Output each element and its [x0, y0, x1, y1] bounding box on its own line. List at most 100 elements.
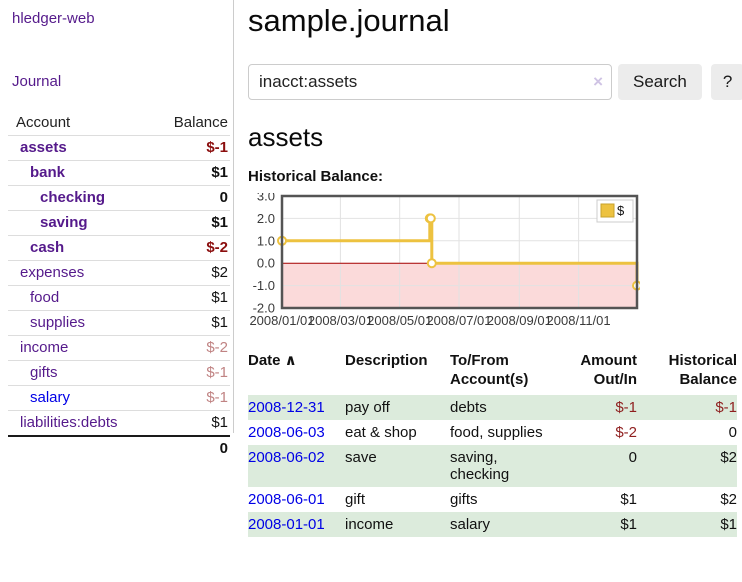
- account-balance: $-1: [147, 385, 230, 411]
- transaction-description: income: [345, 516, 394, 533]
- account-link[interactable]: bank: [30, 164, 66, 181]
- transaction-row: 2008-12-31 pay off debts $-1 $-1: [248, 395, 737, 420]
- accounts-total-value: 0: [147, 435, 230, 461]
- main-content: sample.journal × Search ? assets Histori…: [233, 0, 742, 537]
- account-link[interactable]: salary: [30, 389, 71, 406]
- svg-text:1.0: 1.0: [257, 233, 275, 248]
- transaction-description: save: [345, 449, 377, 466]
- account-row: checking 0: [8, 185, 230, 211]
- account-row: bank $1: [8, 160, 230, 186]
- app-title-link[interactable]: hledger-web: [12, 10, 95, 27]
- transaction-balance: $2: [720, 491, 737, 508]
- svg-text:2008/01/01: 2008/01/01: [249, 313, 314, 328]
- transaction-amount: $1: [620, 516, 637, 533]
- account-balance: $-1: [147, 135, 230, 161]
- help-button[interactable]: ?: [710, 64, 742, 100]
- account-row: salary $-1: [8, 385, 230, 411]
- page-title: sample.journal: [248, 3, 450, 38]
- svg-text:2008/07/01: 2008/07/01: [426, 313, 491, 328]
- account-link[interactable]: income: [20, 339, 69, 356]
- transactions-body: 2008-12-31 pay off debts $-1 $-1 2008-06-03 ea…: [248, 395, 737, 537]
- account-balance: $-2: [147, 335, 230, 361]
- historical-balance-chart[interactable]: $3.0 2.0 1.0 0.0 -1.0 -2.0 2008/01/01 2008/03/0…: [248, 189, 642, 329]
- account-balance: $1: [147, 210, 230, 236]
- transaction-balance: $-1: [715, 399, 737, 416]
- account-row: assets $-1: [8, 135, 230, 161]
- register-header-date: Date ∧: [248, 352, 297, 369]
- transaction-amount: $-1: [615, 399, 637, 416]
- clear-search-icon[interactable]: ×: [593, 72, 603, 91]
- account-row: expenses $2: [8, 260, 230, 286]
- sidebar-item-journal[interactable]: Journal: [12, 73, 62, 90]
- transaction-description: gift: [345, 491, 366, 508]
- transaction-accounts: gifts: [450, 491, 478, 508]
- transactions-header-row: Date ∧ Description To/From Account(s) Amoun…: [248, 349, 737, 395]
- account-row: gifts $-1: [8, 360, 230, 386]
- chart-title: Historical Balance:: [248, 168, 384, 185]
- svg-text:3.0: 3.0: [257, 193, 275, 204]
- account-link[interactable]: saving: [40, 214, 88, 231]
- account-balance: 0: [147, 185, 230, 211]
- transaction-description: pay off: [345, 399, 390, 416]
- account-row: supplies $1: [8, 310, 230, 336]
- account-link[interactable]: assets: [20, 139, 67, 156]
- account-row: food $1: [8, 285, 230, 311]
- transaction-date-link[interactable]: 2008-06-01: [248, 491, 325, 508]
- hledger-web-app: hledger-web Journal Account Balance asse…: [0, 0, 742, 537]
- account-link[interactable]: gifts: [30, 364, 58, 381]
- account-balance: $1: [147, 160, 230, 186]
- transaction-date-link[interactable]: 2008-06-03: [248, 424, 325, 441]
- account-link[interactable]: cash: [30, 239, 65, 256]
- account-row: cash $-2: [8, 235, 230, 261]
- svg-text:2008/09/01: 2008/09/01: [487, 313, 552, 328]
- transaction-balance: 0: [728, 424, 737, 441]
- account-balance: $1: [147, 285, 230, 311]
- search-input[interactable]: [248, 64, 612, 100]
- transaction-description: eat & shop: [345, 424, 417, 441]
- account-row: saving $1: [8, 210, 230, 236]
- account-heading: assets: [248, 122, 324, 152]
- transaction-amount: $1: [620, 491, 637, 508]
- transaction-accounts: food, supplies: [450, 424, 543, 441]
- transaction-amount: $-2: [615, 424, 637, 441]
- transaction-accounts: saving, checking: [450, 449, 510, 483]
- account-row: income $-2: [8, 335, 230, 361]
- search-button[interactable]: Search: [618, 64, 702, 100]
- svg-text:2008/05/01: 2008/05/01: [367, 313, 432, 328]
- account-link[interactable]: supplies: [30, 314, 86, 331]
- svg-text:2008/11/01: 2008/11/01: [547, 313, 611, 328]
- transactions-table: Date ∧ Description To/From Account(s) Amoun…: [248, 349, 737, 537]
- transaction-row: 2008-01-01 income salary $1 $1: [248, 512, 737, 537]
- account-balance: $1: [147, 310, 230, 336]
- transaction-amount: 0: [628, 449, 637, 466]
- sidebar-divider: [233, 0, 234, 433]
- accounts-table: Account Balance assets $-1 bank $1 checking 0…: [8, 111, 230, 461]
- register-header-description: Description: [345, 352, 428, 369]
- svg-text:2008/03/01: 2008/03/01: [308, 313, 373, 328]
- transaction-row: 2008-06-03 eat & shop food, supplies $-2 0: [248, 420, 737, 445]
- account-link[interactable]: liabilities:debts: [20, 414, 118, 431]
- transaction-accounts: debts: [450, 399, 487, 416]
- account-balance: $-1: [147, 360, 230, 386]
- svg-text:2.0: 2.0: [257, 211, 275, 226]
- transaction-date-link[interactable]: 2008-01-01: [248, 516, 325, 533]
- accounts-body: assets $-1 bank $1 checking 0 saving $1 cash $-2 e…: [8, 135, 230, 436]
- svg-text:-1.0: -1.0: [253, 278, 275, 293]
- accounts-total-row: 0: [8, 435, 230, 461]
- account-link[interactable]: food: [30, 289, 60, 306]
- register-header-historical-balance: Historical Balance: [668, 352, 737, 388]
- account-link[interactable]: expenses: [20, 264, 85, 281]
- register-header-to-from-account-s-: To/From Account(s): [450, 352, 529, 388]
- transaction-row: 2008-06-01 gift gifts $1 $2: [248, 487, 737, 512]
- account-balance: $1: [147, 410, 230, 436]
- svg-text:-2.0: -2.0: [253, 301, 275, 316]
- search-input-wrap: ×: [248, 64, 612, 100]
- transaction-date-link[interactable]: 2008-06-02: [248, 449, 325, 466]
- account-link[interactable]: checking: [40, 189, 106, 206]
- accounts-header-account: Account: [16, 114, 71, 131]
- sidebar: hledger-web Journal Account Balance asse…: [0, 0, 233, 537]
- register-header-amount-out-in: Amount Out/In: [580, 352, 637, 388]
- transaction-date-link[interactable]: 2008-12-31: [248, 399, 325, 416]
- transaction-row: 2008-06-02 save saving, checking 0 $2: [248, 445, 737, 487]
- svg-text:$: $: [617, 203, 625, 218]
